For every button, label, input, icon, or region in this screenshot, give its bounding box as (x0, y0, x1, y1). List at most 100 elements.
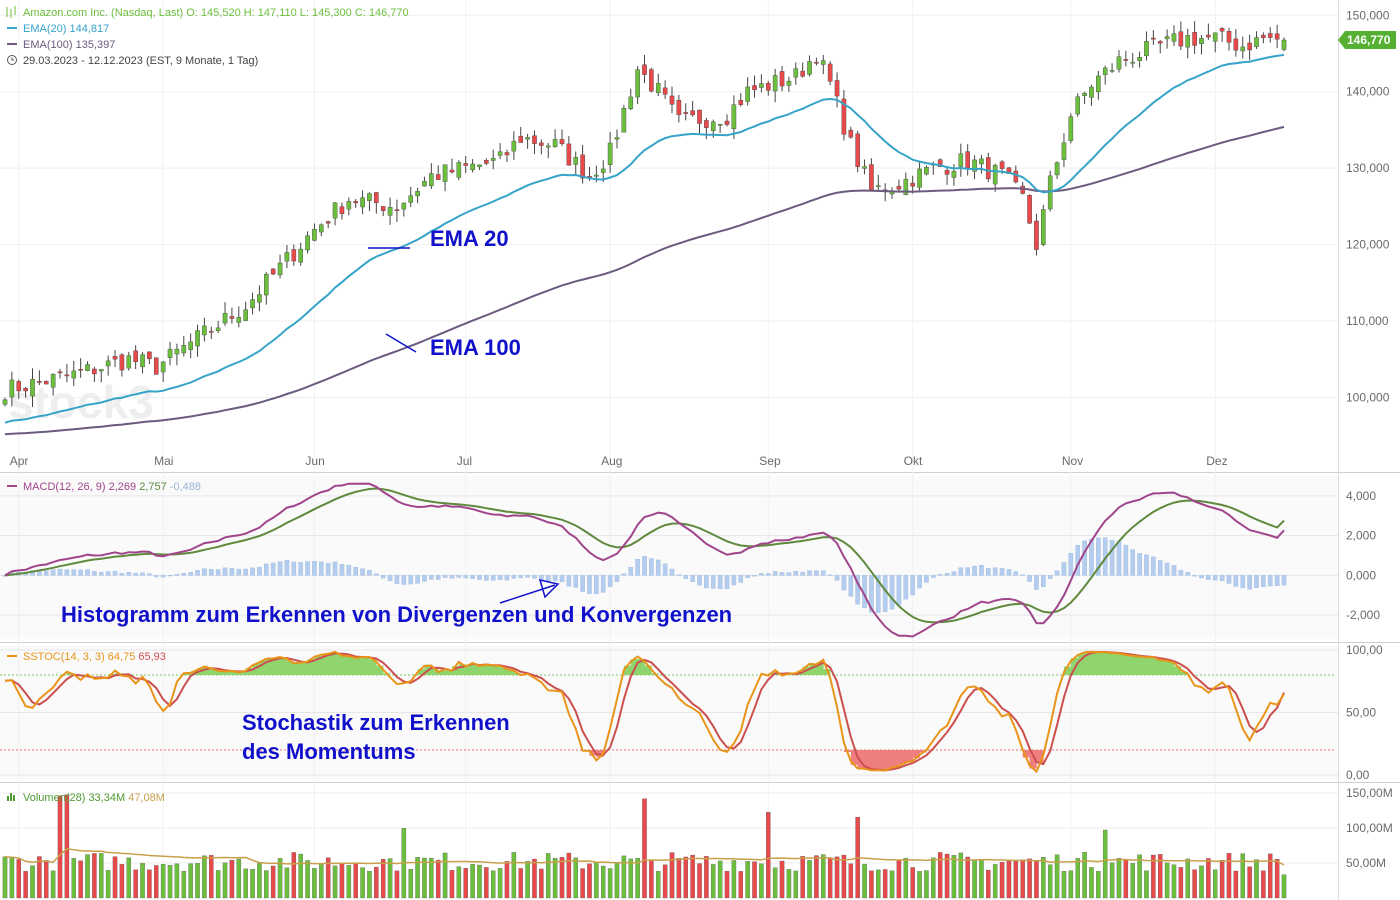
macd-histogram-bar (174, 573, 180, 576)
candle-body (986, 157, 991, 180)
volume-bar (662, 864, 668, 899)
candle-body (98, 369, 104, 372)
candle-body (759, 83, 764, 88)
candle-body (1185, 35, 1191, 48)
macd-histogram-bar (1254, 575, 1259, 588)
volume-bar (766, 812, 771, 899)
macd-histogram-bar (1041, 575, 1046, 588)
volume-bar (745, 861, 750, 899)
stoch-oversold-fill (1036, 750, 1044, 764)
macd-legend-swatch (7, 485, 17, 487)
macd-histogram-bar (415, 575, 420, 584)
macd-legend: MACD(12, 26, 9) 2,269 2,757 -0,488 (7, 481, 201, 493)
candle-body (264, 273, 269, 296)
candle-body (580, 154, 585, 179)
volume-icon (7, 793, 15, 801)
macd-histogram-bar (319, 561, 324, 576)
candle-body (594, 174, 599, 177)
stoch-overbought-fill (1125, 655, 1134, 675)
volume-bar (848, 863, 854, 899)
volume-bar (140, 863, 145, 899)
candle-body (71, 370, 77, 379)
macd-histogram-bar (497, 575, 503, 580)
candle-body (745, 86, 750, 102)
macd-histogram-bar (202, 568, 207, 576)
volume-bar (1082, 852, 1087, 899)
candle-body (325, 221, 331, 224)
candle-body (738, 100, 744, 105)
stoch-overbought-fill (314, 655, 322, 675)
volume-bar (539, 868, 544, 899)
stoch-overbought-fill (300, 662, 308, 675)
stoch-overbought-fill (321, 654, 329, 675)
candle-body (160, 361, 166, 373)
macd-histogram-bar (1206, 575, 1211, 580)
stoch-oversold-fill (1029, 750, 1037, 769)
candle-body (869, 164, 874, 191)
macd-panel-background (0, 476, 1338, 639)
volume-bar (937, 852, 943, 899)
stoch-oversold-fill (857, 750, 865, 769)
ema20-legend-swatch (7, 27, 17, 29)
macd-histogram-bar (1089, 538, 1094, 576)
macd-histogram-bar (559, 575, 565, 583)
volume-bar (1006, 860, 1012, 899)
stoch-overbought-fill (204, 667, 212, 675)
candle-body (752, 85, 757, 90)
volume-bar (71, 858, 77, 899)
stoch-overbought-fill (637, 658, 645, 675)
candle-body (1068, 116, 1074, 141)
macd-histogram-bar (442, 575, 448, 578)
candle-body (1137, 57, 1142, 61)
macd-histogram-bar (1034, 575, 1039, 590)
clock-icon (7, 55, 17, 65)
candle-body (972, 159, 977, 172)
candle-body (525, 137, 530, 140)
stoch-overbought-fill (1098, 652, 1106, 675)
candle-body (793, 68, 799, 78)
macd-histogram-bar (882, 575, 888, 612)
macd-histogram-bar (477, 575, 482, 580)
macd-histogram-bar (965, 567, 970, 576)
candle-body (539, 142, 544, 146)
candle-body (112, 356, 118, 360)
candle-body (78, 368, 83, 371)
candle-body (291, 249, 297, 262)
macd-histogram-bar (690, 575, 695, 582)
macd-histogram-bar (284, 559, 290, 576)
ema20-legend: EMA(20) 144,817 (23, 23, 109, 35)
ema100-pointer-line (385, 333, 417, 353)
volume-bar (133, 869, 138, 899)
volume-bar (339, 862, 345, 899)
candle-body (257, 294, 262, 303)
candle-body (1178, 31, 1184, 47)
macd-histogram-bar (820, 570, 826, 576)
candle-body (105, 360, 111, 367)
volume-bar (332, 865, 338, 899)
candle-body (710, 121, 716, 132)
volume-bar (37, 856, 42, 899)
price-tick-label: 110,000 (1346, 314, 1389, 328)
macd-histogram-bar (924, 575, 929, 583)
volume-bar (566, 852, 572, 899)
volume-bar (195, 863, 200, 899)
volume-bar (181, 871, 187, 899)
macd-histogram-bar (779, 572, 785, 576)
macd-histogram-bar (1240, 575, 1246, 589)
volume-bar (1192, 869, 1197, 899)
macd-histogram-bar (105, 571, 111, 576)
candle-body (153, 357, 159, 375)
candle-body (731, 104, 737, 130)
candle-body (552, 139, 558, 148)
macd-histogram-bar (422, 575, 427, 582)
candle-body (1267, 33, 1273, 38)
volume-bar (394, 870, 400, 899)
candle-body (1054, 162, 1060, 176)
candle-body (367, 193, 372, 201)
volume-bar (229, 860, 235, 899)
volume-bar (793, 870, 799, 899)
month-tick-label: Apr (10, 454, 29, 468)
volume-bar (896, 859, 902, 899)
volume-bar (917, 871, 922, 899)
volume-bar (1164, 862, 1170, 899)
